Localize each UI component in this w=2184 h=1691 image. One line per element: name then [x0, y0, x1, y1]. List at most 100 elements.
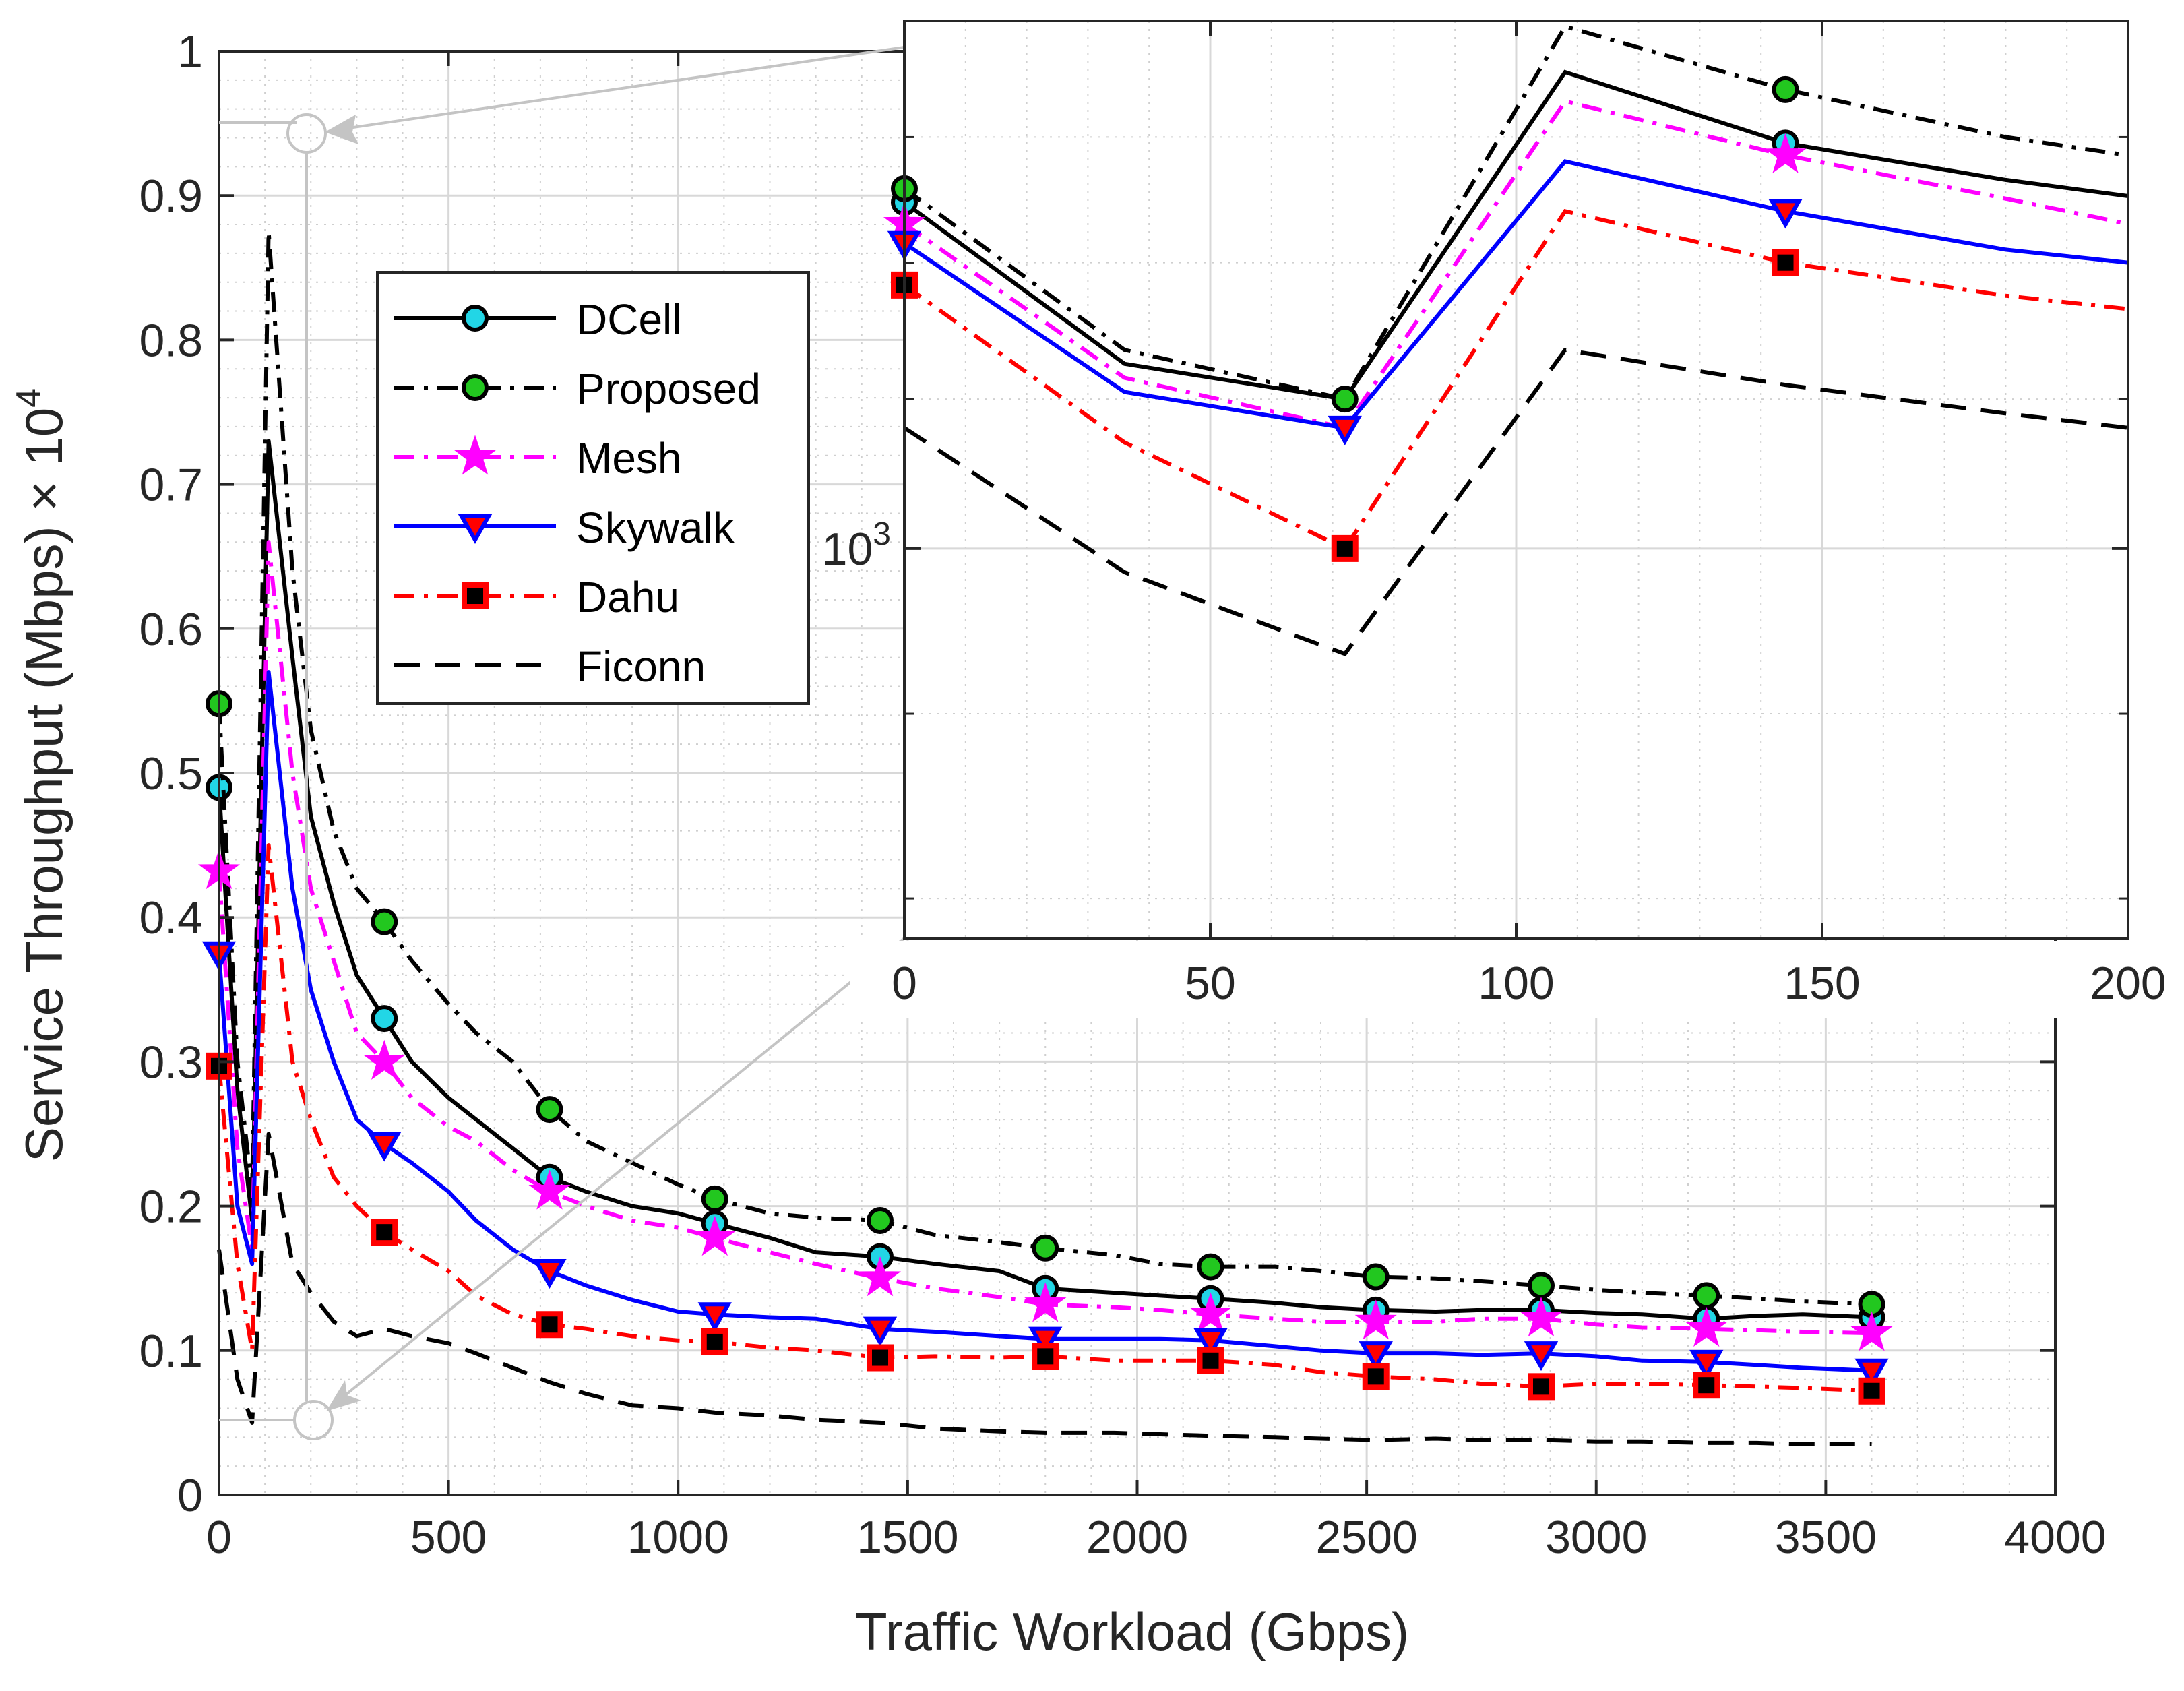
y-axis-label-text: Service Throughput (Mbps) × 10 — [14, 408, 73, 1162]
inset-series-line-skywalk — [903, 159, 2129, 431]
inset-data-point-skywalk — [1328, 415, 1362, 445]
zoom-arrowhead — [325, 115, 358, 144]
inset-x-tick-label: 50 — [1185, 958, 1236, 1009]
data-point-skywalk — [1689, 1349, 1724, 1380]
y-tick-label: 0.6 — [139, 604, 203, 655]
inset-series-line-proposed — [903, 24, 2129, 402]
data-point-proposed — [1032, 1234, 1059, 1262]
zoom-arrowhead — [326, 1380, 361, 1411]
x-tick-label: 3500 — [1775, 1512, 1877, 1563]
zoom-arrow — [330, 46, 905, 132]
legend-entry-dcell: DCell — [394, 295, 681, 344]
x-tick-label: 3000 — [1545, 1512, 1647, 1563]
data-point-dahu — [1032, 1343, 1059, 1370]
series-mesh — [197, 540, 1893, 1351]
series-line-dahu — [217, 843, 1872, 1393]
inset-series-line-ficonn — [903, 347, 2129, 656]
legend-label: DCell — [576, 295, 681, 344]
data-point-skywalk — [532, 1258, 567, 1289]
legend-marker — [454, 435, 497, 475]
legend-entry-ficonn: Ficonn — [394, 642, 706, 691]
x-tick-label: 2000 — [1086, 1512, 1188, 1563]
data-point-skywalk — [1524, 1341, 1559, 1372]
data-point-dcell — [371, 1005, 398, 1033]
data-point-proposed — [867, 1207, 894, 1235]
data-point-mesh — [1189, 1292, 1232, 1332]
inset-data-point-proposed — [1772, 75, 1799, 103]
y-tick-label: 0.7 — [139, 460, 203, 511]
data-point-skywalk — [1359, 1341, 1393, 1372]
inset-plot: 0 50 100 150 200 103 — [822, 20, 2184, 1018]
data-point-skywalk — [367, 1132, 402, 1162]
series-line-proposed — [217, 229, 1872, 1307]
x-tick-label: 2500 — [1315, 1512, 1417, 1563]
inset-series — [883, 24, 2129, 656]
data-point-skywalk — [697, 1302, 732, 1332]
y-tick-label: 1 — [177, 26, 203, 78]
inset-ticks: 0 50 100 150 200 103 — [822, 21, 2184, 1018]
data-point-proposed — [701, 1185, 728, 1212]
inset-data-point-dahu — [1331, 534, 1359, 562]
data-point-proposed — [1528, 1272, 1555, 1299]
legend-marker — [462, 582, 489, 609]
legend-label: Proposed — [576, 365, 761, 413]
x-tick-label: 0 — [206, 1512, 232, 1563]
data-point-mesh — [363, 1039, 406, 1080]
x-tick-label: 1500 — [856, 1512, 958, 1563]
legend-label: Ficonn — [576, 642, 706, 691]
series-line-dcell — [217, 439, 1872, 1321]
data-point-mesh — [693, 1216, 736, 1256]
data-point-dahu — [1858, 1377, 1885, 1405]
data-point-proposed — [1197, 1253, 1224, 1281]
data-point-skywalk — [1028, 1326, 1063, 1357]
series-line-ficonn — [217, 1132, 1872, 1446]
legend-marker — [462, 374, 489, 401]
inset-data-point-proposed — [1331, 386, 1359, 413]
y-tick-label: 0.4 — [139, 892, 203, 944]
y-tick-label: 0.5 — [139, 748, 203, 799]
inset-data-point-dahu — [1772, 249, 1799, 276]
data-point-proposed — [1693, 1282, 1720, 1310]
zoom-connectors — [219, 46, 906, 1440]
x-tick-label: 500 — [410, 1512, 487, 1563]
x-tick-label: 4000 — [2004, 1512, 2106, 1563]
inset-y-tick-label: 103 — [822, 516, 891, 575]
inset-data-point-skywalk — [1768, 199, 1803, 229]
inset-data-point-mesh — [1764, 133, 1807, 173]
legend-label: Dahu — [576, 573, 679, 621]
y-tick-label: 0.9 — [139, 171, 203, 222]
data-point-mesh — [859, 1256, 902, 1297]
inset-series-dahu — [891, 209, 2129, 562]
inset-series-line-dcell — [903, 69, 2129, 402]
legend: DCell Proposed Mesh Skywalk Dahu Ficonn — [376, 271, 810, 705]
data-point-proposed — [536, 1096, 563, 1124]
inset-series-ficonn — [903, 347, 2129, 656]
data-point-mesh — [1520, 1297, 1563, 1337]
data-point-dahu — [536, 1311, 563, 1339]
series-dahu — [206, 843, 1885, 1405]
data-point-dahu — [867, 1344, 894, 1372]
legend-entry-dahu: Dahu — [394, 573, 679, 621]
y-axis-label-exponent: 4 — [9, 388, 49, 408]
x-axis-label: Traffic Workload (Gbps) — [855, 1602, 1409, 1661]
legend-marker — [458, 514, 493, 545]
legend-entry-skywalk: Skywalk — [394, 503, 735, 552]
legend-marker — [462, 305, 489, 332]
inset-x-tick-label: 0 — [892, 958, 917, 1009]
legend-box — [376, 271, 810, 705]
data-point-mesh — [1024, 1282, 1067, 1322]
data-point-dahu — [1693, 1372, 1720, 1399]
data-point-mesh — [1850, 1311, 1893, 1351]
series-ficonn — [217, 1132, 1872, 1446]
y-tick-label: 0.8 — [139, 315, 203, 366]
data-point-mesh — [1354, 1299, 1397, 1340]
data-point-mesh — [1685, 1307, 1728, 1347]
series-line-mesh — [217, 540, 1872, 1336]
data-point-mesh — [528, 1169, 571, 1210]
y-tick-label: 0 — [177, 1470, 203, 1521]
data-point-dahu — [1197, 1347, 1224, 1374]
series-line-skywalk — [217, 670, 1872, 1373]
data-point-dahu — [1528, 1373, 1555, 1401]
data-point-dahu — [371, 1219, 398, 1246]
